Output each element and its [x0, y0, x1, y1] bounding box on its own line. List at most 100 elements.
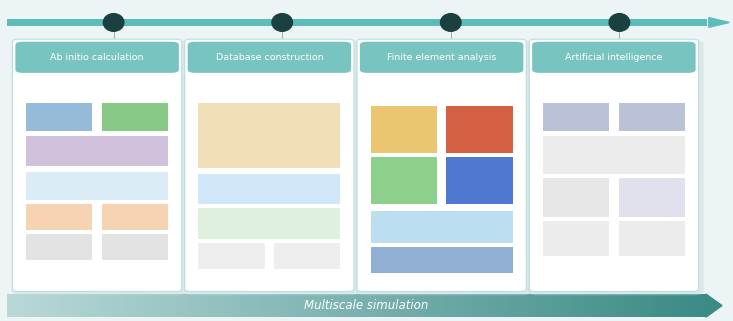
FancyBboxPatch shape: [12, 39, 182, 291]
Bar: [595, 294, 601, 317]
Bar: [619, 294, 625, 317]
Text: Ab initio calculation: Ab initio calculation: [51, 53, 144, 62]
Bar: [89, 294, 95, 317]
Bar: [322, 294, 328, 317]
Bar: [112, 294, 118, 317]
Ellipse shape: [609, 13, 630, 31]
Bar: [102, 204, 168, 230]
FancyBboxPatch shape: [528, 40, 704, 295]
Bar: [136, 294, 141, 317]
Bar: [65, 294, 71, 317]
Bar: [502, 294, 508, 317]
Bar: [654, 294, 659, 317]
Bar: [83, 294, 89, 317]
Polygon shape: [709, 18, 729, 27]
Bar: [642, 294, 648, 317]
Text: Finite element analysis: Finite element analysis: [387, 53, 496, 62]
Bar: [252, 294, 257, 317]
Bar: [496, 294, 502, 317]
Bar: [479, 294, 485, 317]
Bar: [572, 294, 578, 317]
Bar: [374, 294, 380, 317]
Bar: [199, 103, 340, 168]
Bar: [409, 294, 415, 317]
Bar: [118, 294, 124, 317]
Bar: [473, 294, 479, 317]
Ellipse shape: [272, 13, 292, 31]
Bar: [403, 294, 409, 317]
Bar: [371, 211, 512, 243]
Bar: [26, 103, 92, 131]
Text: Artificial intelligence: Artificial intelligence: [565, 53, 663, 62]
Bar: [485, 294, 490, 317]
Bar: [446, 106, 512, 153]
Bar: [19, 294, 25, 317]
Bar: [269, 294, 275, 317]
Bar: [583, 294, 589, 317]
Ellipse shape: [441, 13, 461, 31]
Bar: [339, 294, 345, 317]
Ellipse shape: [103, 13, 124, 31]
Bar: [345, 294, 351, 317]
Bar: [456, 294, 461, 317]
Bar: [543, 294, 549, 317]
Bar: [625, 294, 630, 317]
Bar: [328, 294, 334, 317]
FancyBboxPatch shape: [185, 39, 354, 291]
Bar: [25, 294, 31, 317]
Bar: [543, 221, 609, 256]
Bar: [124, 294, 130, 317]
Bar: [59, 294, 65, 317]
Bar: [141, 294, 147, 317]
FancyBboxPatch shape: [12, 40, 187, 295]
Bar: [182, 294, 188, 317]
Bar: [334, 294, 339, 317]
Bar: [607, 294, 613, 317]
Bar: [566, 294, 572, 317]
Bar: [648, 294, 654, 317]
Bar: [694, 294, 700, 317]
Bar: [77, 294, 83, 317]
Bar: [158, 294, 164, 317]
Bar: [292, 294, 298, 317]
Bar: [432, 294, 438, 317]
Bar: [102, 234, 168, 260]
Bar: [700, 294, 706, 317]
Bar: [415, 294, 421, 317]
Bar: [275, 294, 281, 317]
Bar: [235, 294, 240, 317]
Bar: [688, 294, 694, 317]
Bar: [240, 294, 246, 317]
Bar: [211, 294, 217, 317]
Bar: [170, 294, 176, 317]
Text: Database construction: Database construction: [216, 53, 323, 62]
Bar: [147, 294, 153, 317]
Bar: [636, 294, 642, 317]
Bar: [362, 294, 368, 317]
Bar: [316, 294, 322, 317]
Bar: [613, 294, 619, 317]
Bar: [287, 294, 292, 317]
Bar: [508, 294, 514, 317]
Bar: [263, 294, 269, 317]
Bar: [199, 294, 205, 317]
Bar: [514, 294, 520, 317]
Bar: [199, 209, 340, 239]
Bar: [671, 294, 677, 317]
Bar: [164, 294, 170, 317]
Bar: [176, 294, 182, 317]
Bar: [397, 294, 403, 317]
Text: Multiscale simulation: Multiscale simulation: [304, 299, 429, 312]
Bar: [619, 103, 685, 131]
FancyBboxPatch shape: [356, 40, 531, 295]
Bar: [549, 294, 555, 317]
Bar: [619, 221, 685, 256]
Bar: [7, 294, 13, 317]
Bar: [526, 294, 531, 317]
Bar: [555, 294, 560, 317]
FancyBboxPatch shape: [360, 42, 523, 73]
Bar: [450, 294, 456, 317]
Bar: [7, 19, 707, 26]
Bar: [43, 294, 48, 317]
Bar: [490, 294, 496, 317]
